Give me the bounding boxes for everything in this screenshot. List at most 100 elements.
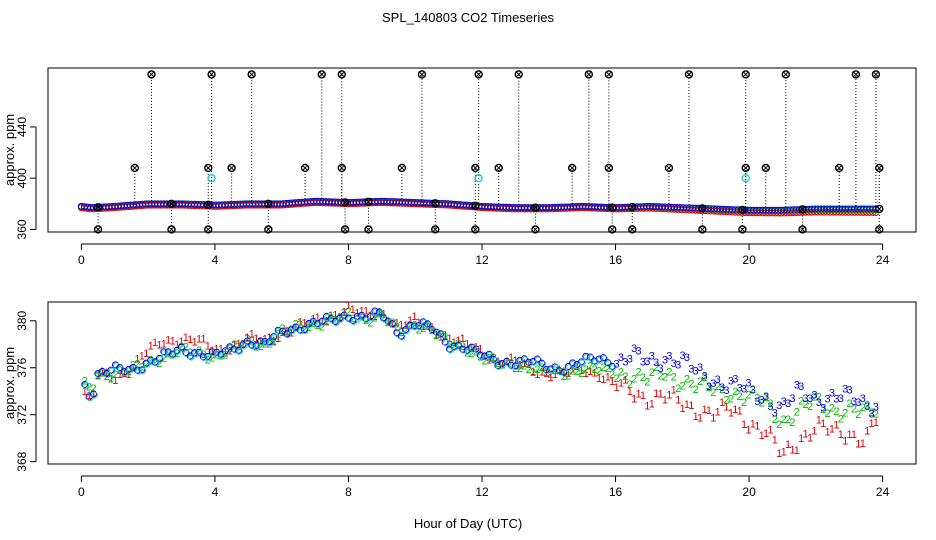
bottom-point-series2: 2 — [609, 369, 615, 381]
top-y-tick-label: 400 — [15, 168, 29, 188]
bottom-point-series3 — [591, 357, 599, 365]
top-spike-base-point — [608, 203, 617, 212]
bottom-point-series3: 3 — [842, 383, 848, 395]
top-spike-mid-point — [664, 163, 674, 173]
bottom-point-series3 — [450, 342, 458, 350]
bottom-point-series3: 3 — [838, 393, 844, 405]
bottom-point-series3 — [485, 350, 493, 358]
bottom-point-series1: 1 — [315, 312, 321, 324]
bottom-point-series3-cyan — [297, 327, 305, 335]
bottom-point-series2: 2 — [218, 351, 224, 363]
bottom-point-series1: 1 — [583, 368, 589, 380]
bottom-point-series1: 1 — [671, 385, 677, 397]
bottom-point-series3 — [90, 390, 98, 398]
top-spike-base-point-cross — [169, 201, 174, 207]
bottom-point-series1: 1 — [548, 372, 554, 384]
top-x-tick-label: 4 — [212, 253, 219, 267]
top-spike-base-point-cross — [876, 206, 882, 212]
top-plot-frame — [47, 67, 917, 233]
bottom-point-series2: 2 — [644, 376, 650, 388]
bottom-point-series1: 1 — [614, 382, 620, 394]
bottom-point-series2: 2 — [706, 382, 712, 394]
bottom-point-series3-cyan — [526, 359, 534, 367]
bottom-point-series3 — [560, 369, 568, 377]
bottom-point-series3 — [296, 326, 304, 334]
bottom-point-series2: 2 — [240, 339, 246, 351]
bottom-point-series2: 2 — [411, 320, 417, 332]
top-x-tick-label: 12 — [475, 253, 489, 267]
top-spike-base-point — [798, 205, 807, 214]
bottom-point-series1: 1 — [187, 334, 193, 346]
bottom-x-tick-label: 16 — [609, 485, 623, 499]
bottom-point-series1: 1 — [719, 397, 725, 409]
bottom-point-series3-cyan — [135, 367, 142, 375]
bottom-point-series2: 2 — [526, 364, 532, 376]
bottom-point-series2: 2 — [868, 407, 874, 419]
bottom-point-series1: 1 — [143, 348, 149, 360]
bottom-point-series2: 2 — [666, 366, 672, 378]
bottom-point-series1: 1 — [552, 369, 558, 381]
bottom-point-series1: 1 — [728, 407, 734, 419]
bottom-point-series1: 1 — [205, 341, 211, 353]
bottom-point-series1: 1 — [301, 318, 307, 330]
bottom-point-series3-cyan — [161, 349, 169, 357]
bottom-point-series2: 2 — [697, 376, 703, 388]
bottom-point-series1: 1 — [618, 377, 624, 389]
bottom-point-series3-cyan — [187, 353, 195, 361]
bottom-point-series1: 1 — [781, 446, 787, 458]
top-spike-high-point-cross — [319, 72, 325, 77]
top-spike-base-point — [471, 201, 480, 211]
bottom-point-series2: 2 — [183, 341, 189, 353]
top-cyan-point — [474, 173, 483, 183]
bottom-point-series1: 1 — [521, 358, 527, 370]
bottom-point-series3 — [569, 359, 577, 367]
bottom-point-series3: 3 — [684, 352, 690, 364]
bottom-point-series3 — [547, 365, 555, 373]
top-spike-low-point-cross — [472, 227, 478, 232]
bottom-x-tick-label: 8 — [345, 485, 352, 499]
bottom-point-series3 — [533, 355, 541, 363]
bottom-point-series1: 1 — [561, 366, 567, 378]
bottom-point-series2: 2 — [139, 361, 145, 373]
bottom-point-series2: 2 — [328, 313, 334, 325]
bottom-point-series3 — [358, 311, 366, 319]
bottom-point-series2: 2 — [90, 383, 96, 395]
bottom-point-series2: 2 — [438, 329, 444, 341]
bottom-point-series3: 3 — [636, 345, 642, 357]
bottom-point-series3-cyan — [236, 347, 243, 355]
bottom-point-series3: 3 — [798, 381, 804, 393]
bottom-point-series1: 1 — [833, 419, 839, 431]
bottom-point-series1: 1 — [732, 404, 738, 416]
bottom-point-series2: 2 — [429, 325, 435, 337]
bottom-point-series3 — [375, 308, 383, 316]
bottom-point-series2: 2 — [838, 414, 844, 426]
bottom-point-series1: 1 — [539, 366, 545, 378]
bottom-point-series3: 3 — [644, 356, 650, 368]
bottom-point-series2: 2 — [301, 324, 307, 336]
bottom-point-series2: 2 — [640, 372, 646, 384]
bottom-point-series1: 1 — [126, 369, 132, 381]
top-spike-high-point-cross — [743, 72, 749, 77]
bottom-point-series3: 3 — [776, 400, 782, 412]
bottom-point-series2: 2 — [745, 390, 751, 402]
bottom-point-series2: 2 — [592, 364, 598, 376]
bottom-y-tick-label: 372 — [15, 404, 29, 424]
bottom-point-series3-cyan — [157, 355, 164, 363]
bottom-point-series3 — [177, 343, 185, 351]
top-spike-low-point-cross — [800, 227, 805, 232]
top-spike-high-point-cross — [149, 72, 154, 77]
bottom-point-series3 — [252, 342, 260, 350]
bottom-point-series2: 2 — [143, 359, 149, 371]
bottom-point-series3-cyan — [139, 367, 147, 375]
bottom-point-series1: 1 — [345, 300, 351, 312]
bottom-point-series1: 1 — [574, 361, 580, 373]
bottom-point-series1: 1 — [745, 424, 751, 436]
bottom-point-series2: 2 — [548, 369, 554, 381]
bottom-point-series3 — [221, 347, 229, 355]
bottom-point-series3: 3 — [657, 363, 663, 375]
bottom-point-series3-cyan — [473, 346, 481, 354]
top-spike-high-point-cross — [249, 72, 254, 77]
bottom-point-series3 — [494, 361, 502, 369]
top-spike-high-point-cross — [873, 72, 879, 77]
bottom-point-series2: 2 — [719, 384, 725, 396]
